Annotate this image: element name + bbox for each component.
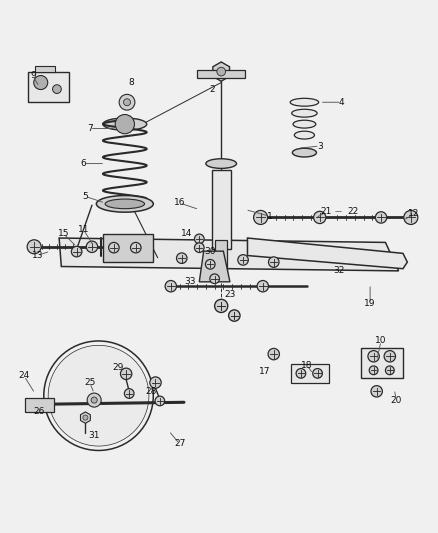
Circle shape: [268, 349, 279, 360]
Circle shape: [34, 76, 48, 90]
Text: 26: 26: [34, 407, 45, 416]
Ellipse shape: [294, 131, 314, 139]
Circle shape: [48, 345, 149, 446]
Text: 4: 4: [339, 98, 344, 107]
Circle shape: [205, 260, 215, 269]
Circle shape: [71, 246, 82, 257]
Circle shape: [86, 241, 98, 253]
Circle shape: [120, 368, 132, 379]
Text: 2: 2: [210, 85, 215, 94]
Circle shape: [368, 351, 379, 362]
Text: 29: 29: [113, 363, 124, 372]
Circle shape: [313, 368, 322, 378]
Bar: [212, 170, 231, 249]
Circle shape: [194, 234, 204, 244]
Text: 7: 7: [87, 124, 93, 133]
Text: 28: 28: [145, 387, 157, 396]
Bar: [215, 240, 227, 280]
Circle shape: [404, 211, 418, 224]
Text: 33: 33: [185, 277, 196, 286]
Polygon shape: [213, 62, 230, 81]
Bar: [361, 348, 403, 378]
Circle shape: [296, 368, 306, 378]
Polygon shape: [81, 412, 90, 423]
Text: 15: 15: [58, 229, 69, 238]
Circle shape: [150, 377, 161, 388]
Text: 25: 25: [84, 378, 95, 387]
Text: 18: 18: [301, 360, 312, 369]
Circle shape: [165, 280, 177, 292]
Circle shape: [254, 211, 268, 224]
Circle shape: [83, 415, 88, 420]
Bar: [25, 398, 54, 412]
Circle shape: [155, 396, 165, 406]
Circle shape: [119, 94, 135, 110]
Bar: [291, 364, 328, 383]
Ellipse shape: [103, 118, 147, 130]
Text: 1: 1: [266, 212, 272, 221]
Text: 5: 5: [82, 192, 88, 201]
Circle shape: [177, 253, 187, 263]
Text: 20: 20: [391, 395, 402, 405]
Circle shape: [257, 280, 268, 292]
Text: 12: 12: [408, 209, 420, 219]
Text: 32: 32: [334, 266, 345, 276]
Bar: [103, 233, 153, 262]
Text: 6: 6: [80, 159, 86, 168]
Circle shape: [91, 397, 97, 403]
Circle shape: [371, 386, 382, 397]
Text: 13: 13: [32, 251, 43, 260]
Circle shape: [124, 389, 134, 398]
Bar: [28, 72, 69, 102]
Bar: [35, 66, 55, 72]
Polygon shape: [199, 251, 230, 282]
Ellipse shape: [96, 196, 153, 212]
Ellipse shape: [292, 148, 316, 157]
Text: 9: 9: [30, 71, 36, 80]
Circle shape: [131, 243, 141, 253]
Text: 3: 3: [317, 142, 323, 150]
Circle shape: [375, 212, 387, 223]
Ellipse shape: [206, 159, 237, 168]
Text: 21: 21: [321, 207, 332, 216]
Text: —: —: [335, 209, 342, 215]
Bar: [197, 70, 245, 78]
Text: 16: 16: [174, 198, 185, 207]
Circle shape: [238, 255, 248, 265]
Polygon shape: [247, 238, 407, 269]
Text: 14: 14: [180, 229, 192, 238]
Text: 31: 31: [88, 431, 100, 440]
Circle shape: [210, 274, 219, 284]
Ellipse shape: [105, 199, 145, 209]
Text: 27: 27: [174, 439, 185, 448]
Circle shape: [268, 257, 279, 268]
Text: 17: 17: [259, 367, 271, 376]
Circle shape: [87, 393, 101, 407]
Circle shape: [53, 85, 61, 93]
Text: 30: 30: [205, 247, 216, 256]
Text: 8: 8: [128, 78, 134, 87]
Circle shape: [229, 310, 240, 321]
Polygon shape: [59, 238, 399, 271]
Circle shape: [109, 243, 119, 253]
Text: 19: 19: [364, 299, 376, 308]
Text: 23: 23: [224, 290, 236, 300]
Circle shape: [194, 243, 204, 253]
Text: 24: 24: [18, 372, 30, 381]
Circle shape: [217, 67, 226, 76]
Ellipse shape: [293, 120, 316, 128]
Circle shape: [215, 300, 228, 312]
Circle shape: [369, 366, 378, 375]
Circle shape: [27, 240, 41, 254]
Text: 11: 11: [78, 225, 89, 234]
Circle shape: [124, 99, 131, 106]
Circle shape: [115, 115, 134, 134]
Ellipse shape: [290, 98, 318, 106]
Circle shape: [385, 366, 394, 375]
Text: 22: 22: [347, 207, 358, 216]
Circle shape: [384, 351, 396, 362]
Circle shape: [314, 211, 326, 223]
Ellipse shape: [292, 109, 317, 117]
Text: 10: 10: [375, 336, 387, 345]
